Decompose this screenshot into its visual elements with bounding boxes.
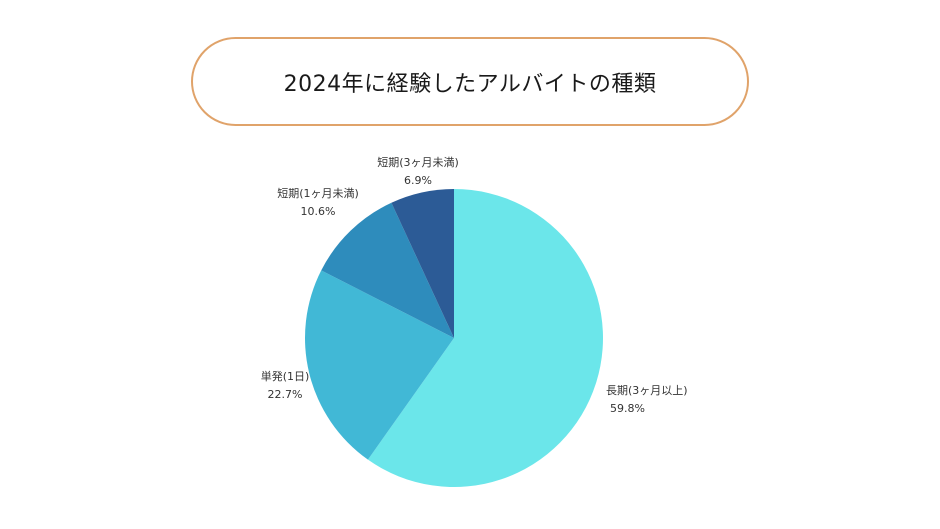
pie-slice-3: [321, 202, 454, 338]
pie-slice-4: [391, 189, 454, 338]
slice-label-2: 単発(1日): [261, 369, 310, 383]
slice-label-4: 短期(3ヶ月未満): [377, 155, 459, 169]
slice-value-label-4: 6.9%: [404, 174, 432, 187]
chart-title-box: 2024年に経験したアルバイトの種類: [191, 37, 749, 126]
slice-value-label-2: 22.7%: [268, 388, 303, 401]
slice-label-1: 長期(3ヶ月以上): [606, 384, 688, 397]
pie-slice-1: [367, 189, 603, 487]
pie-slice-2: [304, 270, 454, 460]
slice-value-label-1: 59.8%: [610, 402, 645, 415]
chart-title: 2024年に経験したアルバイトの種類: [283, 71, 657, 97]
slice-value-label-3: 10.6%: [301, 205, 336, 218]
slice-label-3: 短期(1ヶ月未満): [277, 186, 359, 200]
